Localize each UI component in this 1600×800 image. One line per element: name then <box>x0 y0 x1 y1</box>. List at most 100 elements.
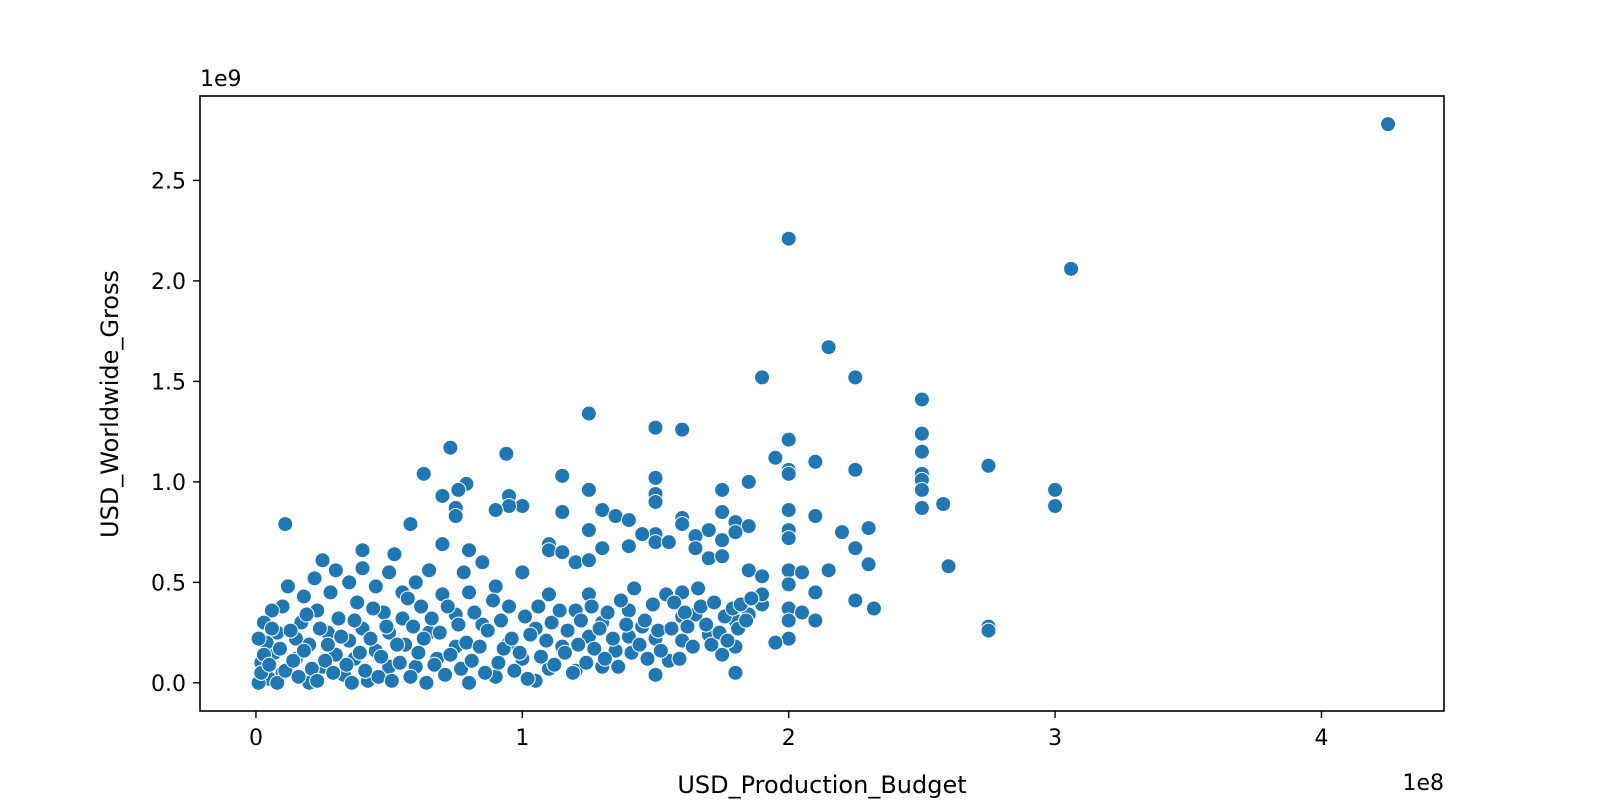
scatter-point <box>250 630 267 647</box>
scatter-point <box>754 369 771 386</box>
scatter-point <box>407 574 424 591</box>
scatter-point <box>439 598 456 615</box>
scatter-point <box>277 516 294 533</box>
scatter-point <box>418 674 435 691</box>
scatter-point <box>652 642 669 659</box>
scatter-point <box>386 546 403 563</box>
scatter-point <box>309 672 326 689</box>
scatter-point <box>261 656 278 673</box>
y-axis-label: USD_Worldwide_Gross <box>96 270 124 538</box>
scatter-point <box>271 640 288 657</box>
scatter-point <box>501 598 518 615</box>
x-tick-label: 0 <box>249 726 263 751</box>
scatter-point <box>780 502 797 519</box>
scatter-point <box>458 634 475 651</box>
scatter-point <box>546 656 563 673</box>
scatter-point <box>1047 481 1064 498</box>
scatter-point <box>650 622 667 639</box>
scatter-point <box>567 554 584 571</box>
scatter-point <box>604 630 621 647</box>
scatter-point <box>913 481 930 498</box>
scatter-point <box>913 425 930 442</box>
scatter-point <box>620 512 637 529</box>
scatter-point <box>263 602 280 619</box>
scatter-point <box>865 600 882 617</box>
scatter-point <box>349 594 366 611</box>
scatter-point <box>807 508 824 525</box>
scatter-point <box>663 620 680 637</box>
scatter-point <box>530 598 547 615</box>
scatter-point <box>580 481 597 498</box>
y-tick-label: 2.5 <box>151 169 186 194</box>
scatter-point <box>514 564 531 581</box>
scatter-point <box>423 610 440 627</box>
scatter-point <box>591 620 608 637</box>
scatter-point <box>415 465 432 482</box>
scatter-point <box>860 556 877 573</box>
scatter-point <box>714 481 731 498</box>
plot-frame <box>199 95 1445 712</box>
scatter-point <box>847 592 864 609</box>
scatter-point <box>913 391 930 408</box>
scatter-point <box>580 522 597 539</box>
scatter-point <box>487 502 504 519</box>
scatter-point <box>594 540 611 557</box>
scatter-point <box>660 534 677 551</box>
scatter-point <box>740 562 757 579</box>
scatter-point <box>394 610 411 627</box>
scatter-point <box>263 620 280 637</box>
scatter-point <box>514 498 531 514</box>
scatter-point <box>471 638 488 655</box>
scatter-point <box>506 662 523 679</box>
scatter-point <box>703 636 720 653</box>
scatter-point <box>700 550 717 567</box>
data-points <box>250 116 1397 691</box>
scatter-point <box>554 467 571 484</box>
scatter-point <box>325 664 342 681</box>
scatter-point <box>599 604 616 621</box>
scatter-point <box>679 618 696 635</box>
scatter-point <box>461 674 478 691</box>
scatter-point <box>413 598 430 615</box>
scatter-point <box>543 614 560 631</box>
scatter-point <box>554 504 571 521</box>
scatter-point <box>437 666 454 683</box>
scatter-point <box>362 630 379 647</box>
scatter-point <box>442 439 459 456</box>
x-tick-label: 1 <box>515 726 529 751</box>
scatter-point <box>317 652 334 669</box>
scatter-point <box>980 622 997 639</box>
scatter-point <box>522 626 539 643</box>
scatter-point <box>279 578 296 595</box>
scatter-point <box>847 540 864 557</box>
scatter-point <box>607 508 624 525</box>
scatter-point <box>381 564 398 581</box>
scatter-point <box>410 644 427 661</box>
scatter-point <box>333 628 350 645</box>
scatter-point <box>671 650 688 667</box>
scatter-point <box>399 590 416 607</box>
scatter-point <box>820 562 837 579</box>
x-axis-offset-label: 1e8 <box>1402 771 1444 796</box>
scatter-point <box>639 650 656 667</box>
scatter-point <box>532 648 549 665</box>
scatter-point <box>714 532 731 549</box>
scatter-point <box>631 636 648 653</box>
scatter-point <box>516 608 533 625</box>
x-axis-ticks: 0 1 2 3 4 <box>249 711 1328 751</box>
scatter-point <box>674 421 691 438</box>
scatter-point <box>295 588 312 605</box>
scatter-point <box>538 632 555 649</box>
scatter-point <box>298 606 315 623</box>
scatter-point <box>700 522 717 539</box>
scatter-point <box>415 630 432 647</box>
scatter-point <box>431 624 448 641</box>
scatter-point <box>807 584 824 601</box>
scatter-point <box>434 487 451 504</box>
scatter-point <box>740 473 757 490</box>
scatter-point <box>434 536 451 553</box>
scatter-point <box>647 469 664 486</box>
scatter-point <box>338 656 355 673</box>
scatter-point <box>860 520 877 537</box>
scatter-point <box>935 495 952 512</box>
